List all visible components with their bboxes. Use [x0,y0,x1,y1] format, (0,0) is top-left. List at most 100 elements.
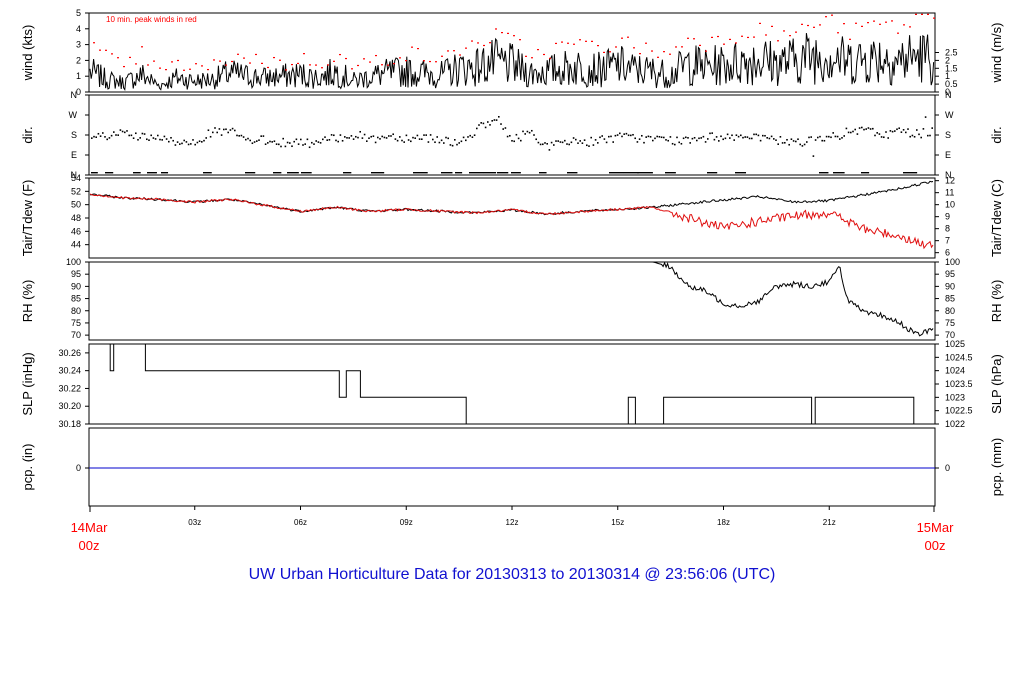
wind-dir-point [900,131,903,133]
wind-dir-point [667,139,669,142]
x-tick-label: 12z [506,518,519,527]
wind-dir-calm [609,172,624,174]
precip-frame [88,427,936,507]
temperature-right-tick-label: 12 [945,176,955,186]
peak-wind-mark [735,42,737,44]
wind-dir-point [302,144,304,146]
wind-dir-point [916,129,918,131]
peak-wind-mark [273,56,275,59]
pressure-right-tick-label: 1022 [945,419,965,429]
wind-dir-point [601,135,603,137]
wind-dir-point [236,134,238,137]
wind-dir-point [295,138,298,141]
peak-wind-mark [933,17,935,19]
wind-dir-point [161,139,163,141]
peak-wind-mark [381,64,383,66]
rh-left-tick-label: 95 [71,269,81,279]
wind-dir-point [291,145,293,148]
wind-dir-point [847,131,850,134]
direction-right-dir-label: E [945,150,951,160]
wind-dir-point [856,133,859,135]
peak-wind-mark [117,57,119,59]
wind-dir-point [698,137,700,140]
peak-wind-mark [333,60,335,62]
wind-dir-point [693,136,696,139]
peak-wind-mark [861,25,863,27]
wind-dir-point [619,132,621,135]
wind-dir-point [476,127,478,130]
wind-dir-point [803,143,806,146]
wind-dir-point [487,121,489,123]
peak-wind-mark [153,60,155,62]
slp-line [90,343,934,425]
rh-line [600,261,934,337]
wind-dir-point [212,131,214,134]
wind-dir-point [317,141,320,143]
dewpoint-line [89,193,934,250]
wind-dir-point [119,129,122,131]
wind-dir-point [594,139,597,141]
wind-dir-point [278,143,280,146]
wind-dir-point [440,139,443,142]
wind-dir-point [713,138,716,141]
wind-dir-point [819,135,821,138]
pressure-right-tick-label: 1023 [945,392,965,402]
peak-wind-mark [495,28,497,30]
wind-dir-point [139,137,141,139]
wind-dir-point [621,135,623,138]
wind-dir-point [132,137,135,140]
rh-right-tick-label: 95 [945,269,955,279]
pressure-left-tick-label: 30.22 [58,383,81,393]
wind-dir-point [627,134,630,137]
wind-dir-point [539,143,542,146]
wind-dir-point [546,142,548,145]
wind-dir-point [775,139,777,141]
wind-dir-point [436,136,438,138]
wind-dir-point [575,138,577,141]
pressure-right-tick-label: 1022.5 [945,406,973,416]
wind-dir-calm [343,172,352,174]
wind-dir-point [634,137,636,140]
wind-dir-point [894,130,896,132]
temperature-left-tick-label: 44 [71,240,81,250]
wind-dir-point [205,137,207,139]
pressure-right-tick-label: 1024 [945,366,965,376]
wind-dir-point [467,136,469,138]
wind-dir-point [766,137,768,139]
peak-wind-mark [423,60,425,62]
wind-dir-point [262,135,265,137]
peak-wind-mark [393,63,395,65]
wind-dir-point [836,135,839,138]
wind-dir-point [157,134,159,137]
x-tick-label: 09z [400,518,413,527]
wind-dir-point [533,134,535,136]
peak-wind-mark [669,53,671,55]
wind-dir-point [478,124,480,126]
wind-dir-point [790,138,793,140]
wind-dir-point [407,139,410,141]
wind-dir-point [251,142,254,145]
wind-dir-point [179,143,181,145]
wind-dir-point [863,128,865,131]
wind-dir-point [341,139,344,142]
peak-wind-mark [453,50,455,52]
peak-wind-mark [93,42,95,44]
wind-dir-point [733,139,735,141]
peak-wind-mark [729,38,731,41]
precip-right-tick-label: 0 [945,463,950,473]
peak-wind-mark [753,36,755,38]
wind-dir-point [748,137,751,140]
wind-dir-point [645,136,647,138]
wind-dir-point [513,140,515,143]
wind-dir-point [544,142,546,144]
direction-frame [88,94,936,176]
peak-wind-mark [657,56,659,58]
wind-dir-point [808,136,810,139]
wind-dir-point [432,138,434,141]
wind-dir-point [918,133,920,136]
wind-dir-point [564,139,566,142]
pressure-ylabel-right: SLP (hPa) [989,354,1004,414]
peak-wind-mark [327,64,329,66]
wind-dir-point [830,136,832,139]
peak-wind-mark [159,67,161,69]
